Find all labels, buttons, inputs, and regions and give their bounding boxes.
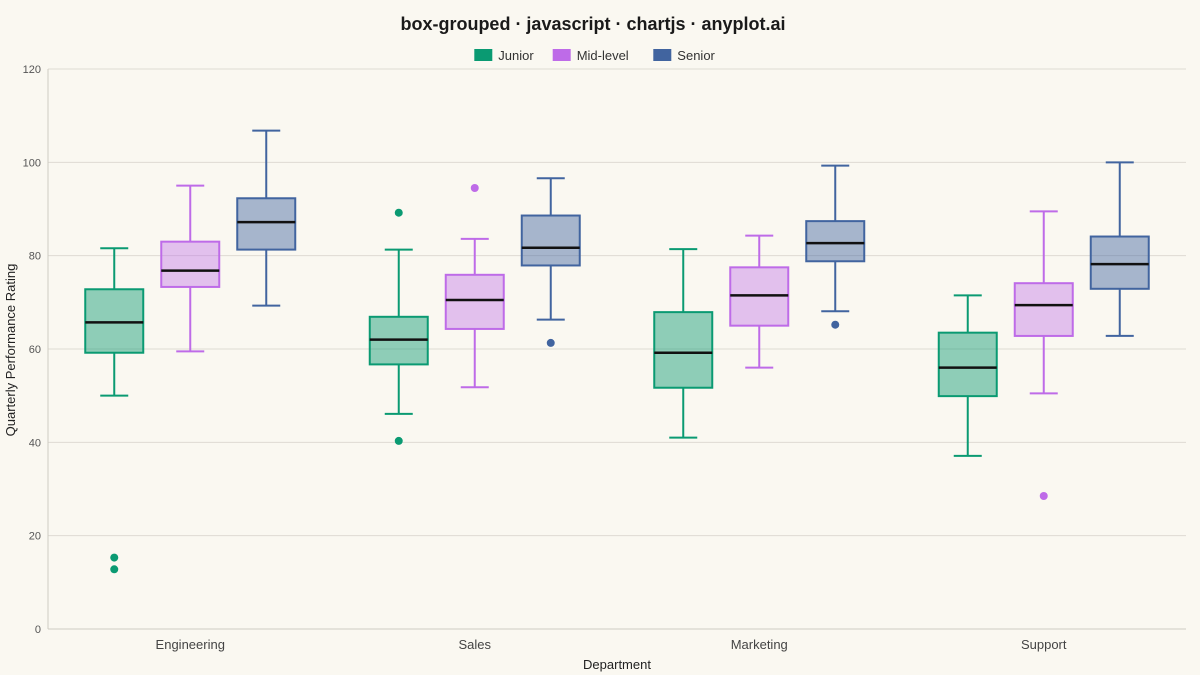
- outlier-point: [546, 338, 555, 347]
- iqr-box: [160, 240, 221, 288]
- x-category-label: Marketing: [731, 637, 788, 652]
- legend-label: Senior: [677, 48, 715, 63]
- outlier-point: [394, 208, 403, 217]
- y-tick-label: 80: [29, 251, 41, 263]
- iqr-box: [805, 220, 866, 263]
- legend-swatch: [653, 49, 672, 61]
- iqr-box: [1013, 282, 1074, 337]
- box-senior-sales: [520, 177, 581, 347]
- legend-label: Mid-level: [577, 48, 629, 63]
- iqr-box: [520, 214, 581, 267]
- x-category-label: Sales: [458, 637, 491, 652]
- box-mid-level-marketing: [729, 234, 790, 369]
- box-mid-level-sales: [444, 184, 505, 389]
- box-senior-engineering: [236, 129, 297, 307]
- iqr-box: [84, 288, 145, 354]
- y-tick-label: 20: [29, 531, 41, 543]
- iqr-box: [937, 331, 998, 398]
- box-junior-support: [937, 294, 998, 457]
- y-tick-label: 0: [35, 624, 41, 636]
- y-axis-title: Quarterly Performance Rating: [3, 264, 18, 437]
- legend[interactable]: Junior Mid-level Senior: [474, 48, 716, 63]
- outlier-point: [831, 320, 840, 329]
- outlier-point: [1039, 492, 1048, 500]
- x-axis-categories: Engineering Sales Marketing Support: [156, 637, 1067, 652]
- box-junior-sales: [368, 208, 429, 445]
- y-tick-label: 100: [23, 157, 41, 169]
- y-tick-label: 120: [23, 64, 41, 76]
- box-junior-marketing: [653, 248, 714, 439]
- box-senior-marketing: [805, 164, 866, 329]
- chart-title: box-grouped · javascript · chartjs · any…: [400, 14, 785, 34]
- y-axis-ticks: 0 20 40 60 80 100 120: [23, 64, 41, 636]
- legend-swatch: [552, 49, 571, 61]
- outlier-point: [394, 436, 403, 445]
- y-tick-label: 40: [29, 437, 41, 449]
- legend-swatch: [474, 49, 493, 61]
- iqr-box: [236, 197, 297, 251]
- iqr-box: [1089, 235, 1150, 290]
- legend-item-mid-level[interactable]: Mid-level: [552, 48, 629, 63]
- box-mid-level-engineering: [160, 184, 221, 353]
- outlier-point: [470, 184, 479, 192]
- grid-lines: [47, 68, 1186, 630]
- iqr-box: [444, 273, 505, 330]
- iqr-box: [653, 311, 714, 389]
- x-category-label: Engineering: [156, 637, 225, 652]
- outlier-point: [110, 553, 119, 562]
- legend-item-senior[interactable]: Senior: [653, 48, 716, 63]
- x-category-label: Support: [1021, 637, 1067, 652]
- outlier-point: [110, 565, 119, 574]
- box-groups: [84, 129, 1150, 574]
- legend-item-junior[interactable]: Junior: [474, 48, 534, 63]
- box-mid-level-support: [1013, 210, 1074, 500]
- legend-label: Junior: [498, 48, 534, 63]
- box-junior-engineering: [84, 247, 145, 574]
- y-tick-label: 60: [29, 344, 41, 356]
- x-axis-title: Department: [583, 657, 651, 672]
- box-senior-support: [1089, 161, 1150, 337]
